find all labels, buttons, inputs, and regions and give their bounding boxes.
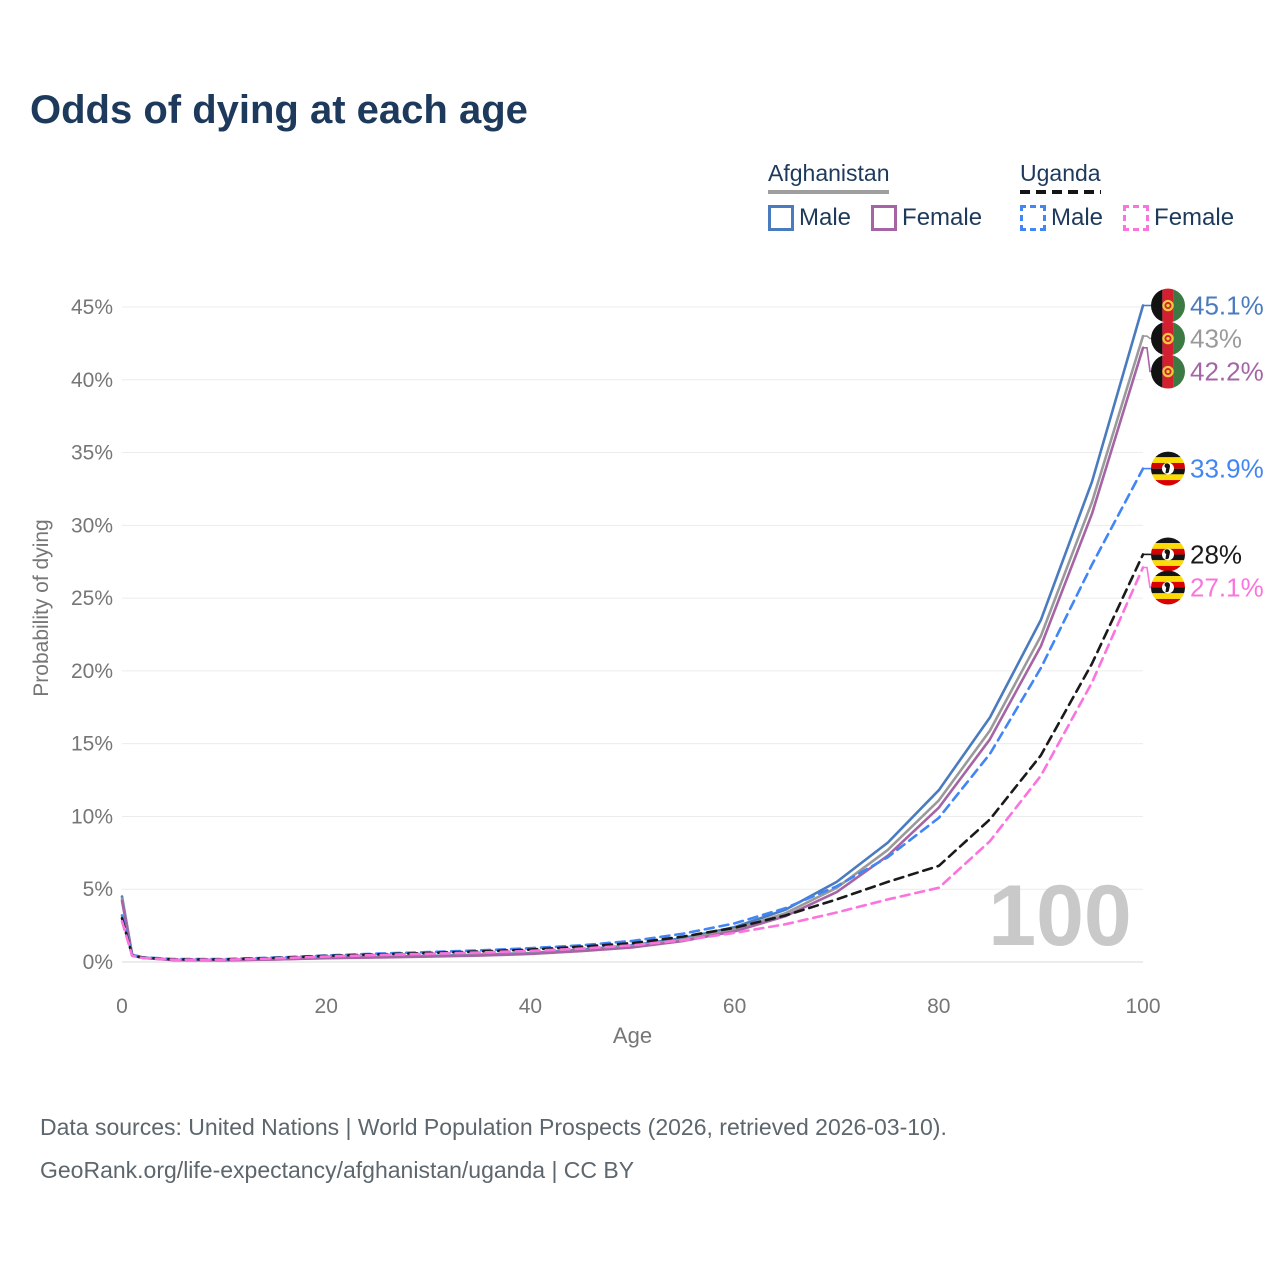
end-value-label-afghanistan-male: 45.1%	[1190, 291, 1264, 321]
uganda-flag-icon	[1151, 570, 1185, 604]
source-attribution: Data sources: United Nations | World Pop…	[40, 1106, 947, 1192]
legend-country-uganda[interactable]: Uganda	[1020, 160, 1101, 194]
end-value-label-uganda-female: 27.1%	[1190, 572, 1264, 602]
legend-label: Male	[799, 204, 852, 231]
hover-age-watermark: 100	[988, 868, 1132, 964]
x-axis-tick-label: 100	[1125, 995, 1160, 1018]
afghanistan-flag-icon	[1151, 355, 1185, 389]
legend-item-uganda-male[interactable]: Male	[1020, 204, 1103, 232]
legend-group-afghanistan: Afghanistan Male Female	[768, 160, 982, 232]
legend-country-label: Afghanistan	[768, 160, 890, 186]
uganda-male-checkbox[interactable]	[1020, 205, 1046, 231]
y-axis-tick-label: 20%	[71, 660, 113, 683]
y-axis-tick-label: 45%	[71, 296, 113, 319]
series-line-uganda-male	[120, 467, 1145, 961]
end-value-label-afghanistan-both: 43%	[1190, 324, 1242, 354]
end-label-leader-afghanistan-female	[1144, 346, 1152, 373]
series-line-uganda-female	[120, 566, 1145, 962]
y-axis-title: Probability of dying	[30, 519, 53, 696]
y-axis-tick-label: 35%	[71, 442, 113, 465]
afghanistan-underline-solid	[768, 190, 890, 194]
uganda-underline-dashed	[1020, 190, 1101, 194]
x-axis-tick-label: 0	[116, 995, 128, 1018]
legend-item-afghanistan-female[interactable]: Female	[871, 204, 982, 232]
x-axis-tick-label: 20	[315, 995, 338, 1018]
afghanistan-flag-icon	[1151, 289, 1185, 323]
x-axis-tick-label: 80	[927, 995, 950, 1018]
end-label-leader-afghanistan-both	[1144, 335, 1152, 340]
legend-item-afghanistan-male[interactable]: Male	[768, 204, 851, 232]
end-value-label-uganda-male: 33.9%	[1190, 454, 1264, 484]
legend-group-uganda: Uganda Male Female	[1020, 160, 1234, 232]
page-title: Odds of dying at each age	[30, 88, 528, 132]
data-sources-line: Data sources: United Nations | World Pop…	[40, 1114, 947, 1140]
uganda-flag-icon	[1151, 452, 1185, 486]
x-axis-tick-label: 40	[519, 995, 542, 1018]
afghanistan-female-checkbox[interactable]	[871, 205, 898, 231]
y-axis-tick-label: 0%	[83, 951, 113, 974]
legend-country-label: Uganda	[1020, 160, 1101, 186]
y-axis-tick-label: 15%	[71, 733, 113, 756]
georank-url-line: GeoRank.org/life-expectancy/afghanistan/…	[40, 1157, 635, 1183]
end-label-leader-uganda-female	[1144, 566, 1152, 589]
plot-area[interactable]: 0% 5% 10% 15% 20% 25% 30% 35% 40% 45% 0 20 40 60 80 100…	[30, 289, 1264, 1048]
y-axis-tick-label: 10%	[71, 805, 113, 828]
legend-label: Female	[1154, 204, 1235, 231]
series-line-afghanistan-both	[120, 334, 1145, 962]
y-axis-tick-label: 25%	[71, 587, 113, 610]
uganda-flag-icon	[1151, 537, 1185, 571]
end-value-label-afghanistan-female: 42.2%	[1190, 357, 1264, 387]
legend-country-afghanistan[interactable]: Afghanistan	[768, 160, 890, 194]
x-axis-tick-label: 60	[723, 995, 746, 1018]
legend-item-uganda-female[interactable]: Female	[1123, 204, 1234, 232]
y-axis-tick-label: 30%	[71, 514, 113, 537]
uganda-female-checkbox[interactable]	[1123, 205, 1150, 231]
series-line-afghanistan-male	[120, 304, 1145, 962]
legend-label: Male	[1051, 204, 1104, 231]
afghanistan-male-checkbox[interactable]	[768, 205, 794, 231]
x-axis-title: Age	[613, 1023, 652, 1048]
legend-label: Female	[902, 204, 983, 231]
y-axis-tick-label: 5%	[83, 878, 113, 901]
y-axis-tick-label: 40%	[71, 369, 113, 392]
end-value-label-uganda-both: 28%	[1190, 539, 1242, 569]
afghanistan-flag-icon	[1151, 322, 1185, 356]
